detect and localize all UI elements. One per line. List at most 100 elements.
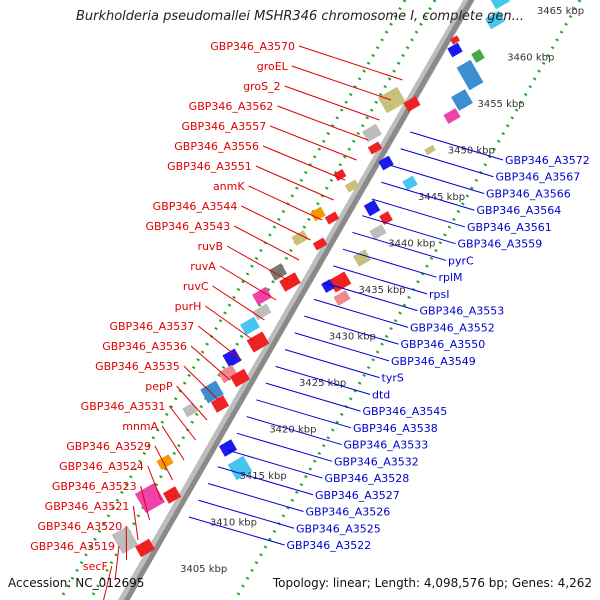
right-leader-line bbox=[236, 432, 333, 462]
left-gene-label: GBP346_A3529 bbox=[66, 440, 151, 453]
right-gene-label: GBP346_A3527 bbox=[315, 489, 400, 502]
gene-glyph bbox=[344, 179, 360, 193]
right-gene-label: GBP346_A3538 bbox=[353, 422, 438, 435]
kbp-tick-label: 3430 kbp bbox=[329, 332, 376, 343]
gene-glyph bbox=[362, 123, 382, 143]
left-leader-line bbox=[298, 45, 403, 81]
right-gene-label: GBP346_A3533 bbox=[344, 439, 429, 452]
right-gene-label: GBP346_A3561 bbox=[467, 221, 552, 234]
left-gene-label: GBP346_A3537 bbox=[109, 320, 194, 333]
right-gene-label: GBP346_A3549 bbox=[391, 355, 476, 368]
right-leader-line bbox=[371, 198, 466, 228]
right-gene-label: GBP346_A3550 bbox=[401, 338, 486, 351]
right-leader-line bbox=[217, 466, 314, 496]
right-leader-line bbox=[304, 315, 399, 345]
right-leader-line bbox=[400, 148, 494, 178]
left-leader-line bbox=[132, 505, 139, 541]
left-gene-label: anmK bbox=[213, 180, 245, 193]
gene-glyph bbox=[324, 211, 340, 225]
dotted-guide bbox=[233, 0, 582, 600]
left-leader-line bbox=[277, 105, 369, 141]
left-gene-label: GBP346_A3557 bbox=[181, 120, 266, 133]
right-gene-label: GBP346_A3553 bbox=[420, 305, 505, 318]
gene-glyph bbox=[443, 108, 461, 124]
right-gene-label: GBP346_A3522 bbox=[287, 539, 372, 552]
right-leader-line bbox=[227, 449, 323, 479]
gene-glyph bbox=[252, 286, 272, 306]
kbp-tick-label: 3410 kbp bbox=[210, 518, 257, 529]
left-gene-label: GBP346_A3551 bbox=[167, 160, 252, 173]
right-leader-line bbox=[246, 416, 342, 446]
gene-glyph bbox=[367, 141, 383, 155]
left-leader-line bbox=[291, 65, 392, 101]
left-gene-label: GBP346_A3536 bbox=[102, 340, 187, 353]
gene-glyph bbox=[424, 144, 436, 156]
right-leader-line bbox=[275, 365, 371, 395]
gene-glyph bbox=[218, 364, 238, 384]
left-leader-line bbox=[183, 365, 219, 401]
kbp-tick-label: 3445 kbp bbox=[418, 192, 465, 203]
right-leader-line bbox=[381, 181, 475, 211]
left-gene-label: GBP346_A3543 bbox=[145, 220, 230, 233]
right-gene-label: rplM bbox=[439, 271, 463, 284]
left-gene-label: GBP346_A3531 bbox=[81, 400, 166, 413]
right-gene-label: GBP346_A3572 bbox=[505, 154, 590, 167]
left-leader-line bbox=[284, 85, 380, 121]
left-gene-label: GBP346_A3544 bbox=[153, 200, 238, 213]
right-leader-line bbox=[352, 231, 447, 261]
gene-glyph bbox=[451, 89, 473, 111]
left-leader-line bbox=[226, 245, 288, 281]
right-gene-label: rpsI bbox=[429, 288, 449, 301]
right-gene-label: GBP346_A3566 bbox=[486, 187, 571, 200]
left-leader-line bbox=[233, 225, 300, 261]
left-gene-label: GBP346_A3556 bbox=[174, 140, 259, 153]
gene-glyph bbox=[268, 263, 288, 281]
right-gene-label: dtd bbox=[372, 388, 390, 401]
right-gene-label: pyrC bbox=[448, 254, 474, 267]
left-leader-line bbox=[103, 565, 113, 600]
left-gene-label: GBP346_A3535 bbox=[95, 360, 180, 373]
left-gene-label: GBP346_A3520 bbox=[37, 520, 122, 533]
left-leader-line bbox=[219, 265, 277, 301]
left-gene-label: GBP346_A3562 bbox=[189, 100, 274, 113]
right-leader-line bbox=[188, 516, 285, 546]
label-leaders bbox=[103, 45, 504, 600]
left-leader-line bbox=[248, 185, 323, 221]
gene-glyph bbox=[200, 380, 224, 404]
gene-glyph bbox=[333, 169, 347, 181]
gene-glyph bbox=[222, 348, 242, 368]
left-leader-line bbox=[140, 485, 151, 521]
right-leader-line bbox=[284, 349, 380, 379]
right-gene-label: GBP346_A3552 bbox=[410, 321, 495, 334]
left-gene-label: pepP bbox=[145, 380, 173, 393]
left-leader-line bbox=[241, 205, 311, 241]
left-gene-label: purH bbox=[175, 300, 202, 313]
gene-glyph bbox=[312, 237, 328, 251]
gene-glyph bbox=[218, 439, 238, 457]
gene-glyph bbox=[363, 199, 381, 217]
right-gene-label: GBP346_A3525 bbox=[296, 522, 381, 535]
kbp-tick-label: 3435 kbp bbox=[359, 285, 406, 296]
kbp-tick-label: 3425 kbp bbox=[299, 378, 346, 389]
gene-glyph bbox=[402, 175, 418, 191]
gene-glyph bbox=[333, 290, 351, 306]
left-gene-label: ruvC bbox=[183, 280, 209, 293]
right-gene-label: GBP346_A3564 bbox=[477, 204, 562, 217]
gene-glyph bbox=[369, 224, 387, 240]
right-leader-line bbox=[390, 164, 485, 194]
right-gene-label: GBP346_A3567 bbox=[496, 171, 581, 184]
gene-glyph bbox=[162, 486, 182, 504]
gene-glyph bbox=[135, 538, 155, 558]
right-leader-line bbox=[198, 499, 295, 529]
left-leader-line bbox=[176, 385, 208, 421]
gene-glyph bbox=[230, 368, 250, 388]
left-gene-label: GBP346_A3519 bbox=[30, 540, 115, 553]
left-leader-line bbox=[262, 145, 346, 181]
left-leader-line bbox=[161, 425, 185, 461]
gene-glyph bbox=[310, 206, 326, 222]
accession-label: Accession: NC_012695 bbox=[8, 576, 145, 590]
left-leader-line bbox=[255, 165, 334, 201]
right-leader-line bbox=[256, 399, 352, 429]
left-gene-label: GBP346_A3524 bbox=[59, 460, 144, 473]
left-gene-label: secF bbox=[83, 560, 108, 573]
